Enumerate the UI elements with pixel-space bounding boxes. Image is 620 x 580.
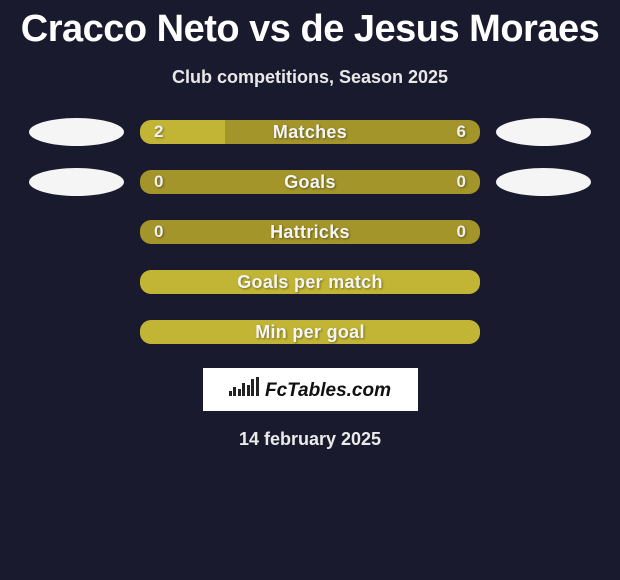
stat-label: Goals per match bbox=[140, 272, 480, 293]
stat-value-right: 6 bbox=[457, 120, 466, 144]
team-badge-left bbox=[29, 168, 124, 196]
stat-label: Matches bbox=[140, 122, 480, 143]
brand-text: FcTables.com bbox=[265, 380, 391, 402]
subtitle: Club competitions, Season 2025 bbox=[0, 67, 620, 88]
stat-value-right: 0 bbox=[457, 170, 466, 194]
stat-bar: 0Goals0 bbox=[140, 170, 480, 194]
brand-logo: FcTables.com bbox=[203, 368, 418, 411]
team-badge-right bbox=[496, 118, 591, 146]
bar-chart-icon bbox=[229, 377, 259, 396]
stat-row: Goals per match bbox=[0, 268, 620, 296]
stat-label: Hattricks bbox=[140, 222, 480, 243]
team-badge-right bbox=[496, 168, 591, 196]
stats-list: 2Matches60Goals00Hattricks0Goals per mat… bbox=[0, 118, 620, 346]
stat-label: Min per goal bbox=[140, 322, 480, 343]
stat-bar: 2Matches6 bbox=[140, 120, 480, 144]
date-label: 14 february 2025 bbox=[0, 429, 620, 450]
stat-label: Goals bbox=[140, 172, 480, 193]
team-badge-left bbox=[29, 118, 124, 146]
stat-bar: 0Hattricks0 bbox=[140, 220, 480, 244]
stat-bar: Goals per match bbox=[140, 270, 480, 294]
stat-row: 0Hattricks0 bbox=[0, 218, 620, 246]
stat-row: 2Matches6 bbox=[0, 118, 620, 146]
page-title: Cracco Neto vs de Jesus Moraes bbox=[0, 8, 620, 51]
stat-row: Min per goal bbox=[0, 318, 620, 346]
stat-row: 0Goals0 bbox=[0, 168, 620, 196]
stat-value-right: 0 bbox=[457, 220, 466, 244]
stat-bar: Min per goal bbox=[140, 320, 480, 344]
